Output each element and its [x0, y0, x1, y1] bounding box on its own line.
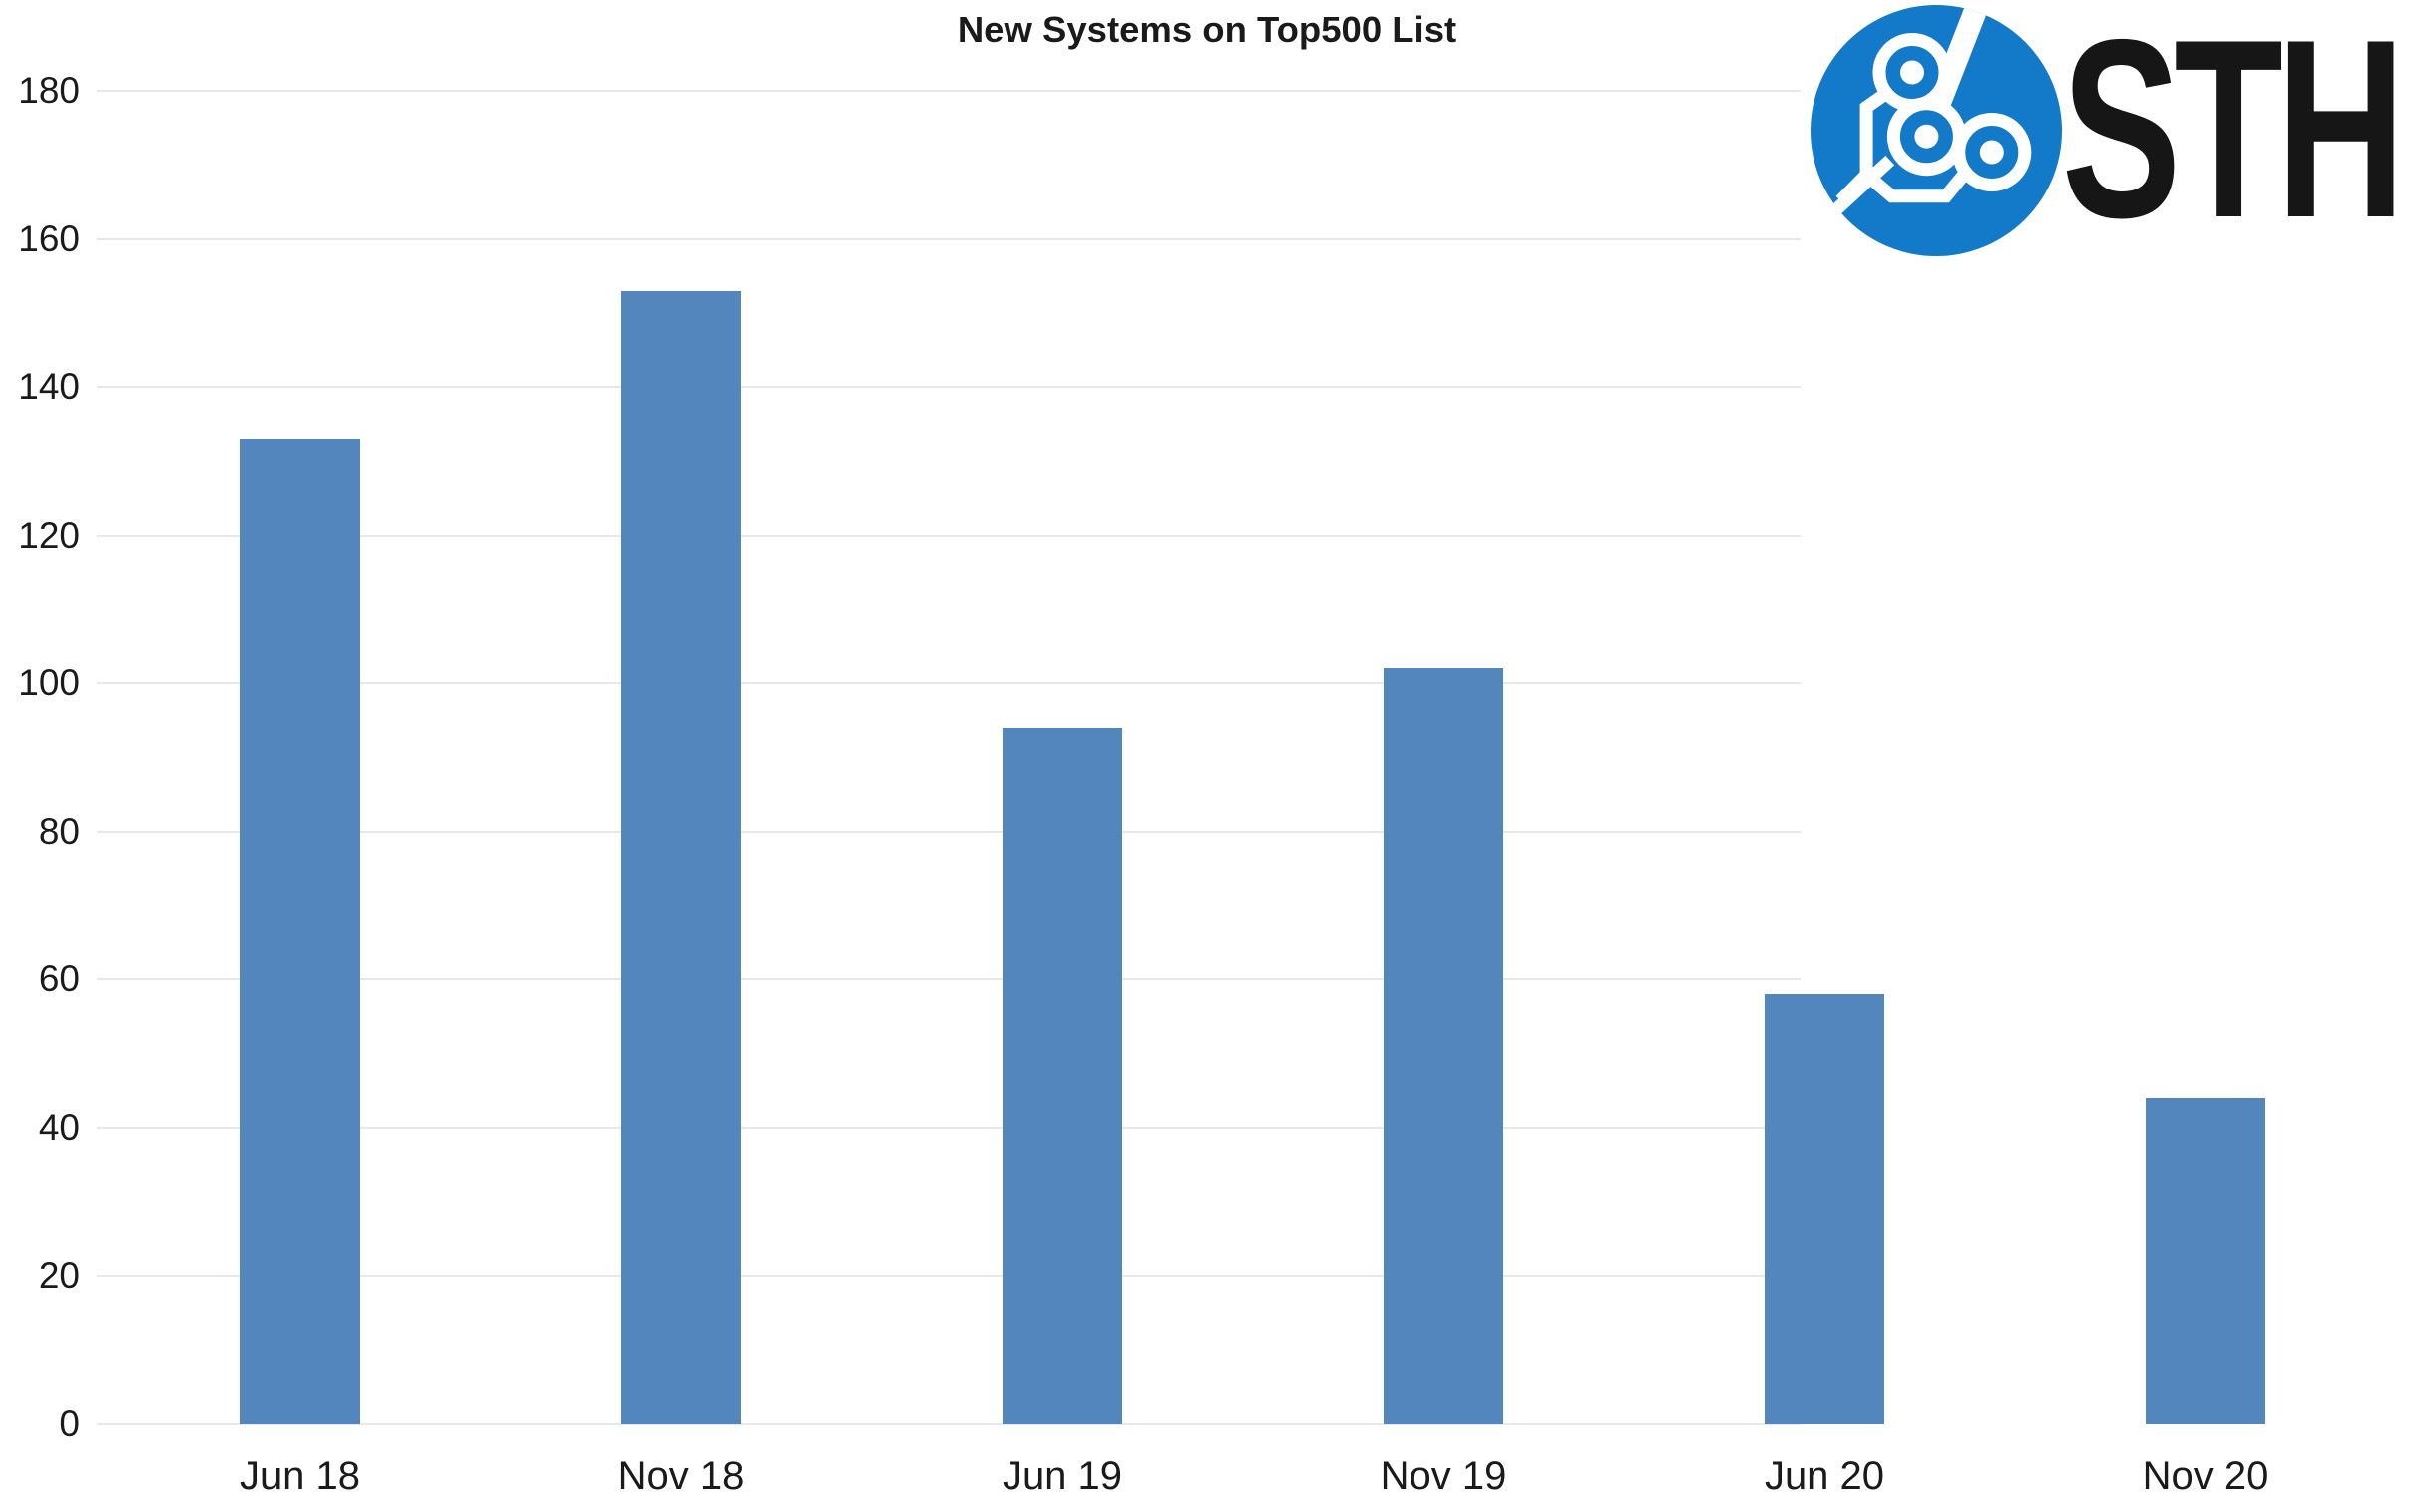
- svg-text:Nov 19: Nov 19: [1381, 1454, 1507, 1498]
- svg-text:60: 60: [39, 958, 80, 999]
- svg-text:Nov 20: Nov 20: [2143, 1454, 2269, 1498]
- svg-text:180: 180: [18, 70, 80, 111]
- svg-text:Jun 18: Jun 18: [240, 1454, 360, 1498]
- svg-text:40: 40: [39, 1107, 80, 1148]
- svg-text:New Systems on Top500 List: New Systems on Top500 List: [958, 9, 1456, 50]
- svg-text:80: 80: [39, 811, 80, 852]
- svg-text:140: 140: [18, 366, 80, 407]
- svg-text:0: 0: [59, 1403, 80, 1444]
- svg-text:STH: STH: [2062, 5, 2399, 261]
- svg-text:120: 120: [18, 515, 80, 556]
- svg-text:100: 100: [18, 662, 80, 703]
- svg-text:20: 20: [39, 1255, 80, 1296]
- svg-text:Jun 19: Jun 19: [1003, 1454, 1122, 1498]
- svg-text:160: 160: [18, 218, 80, 259]
- svg-text:Nov 18: Nov 18: [618, 1454, 745, 1498]
- svg-text:Jun 20: Jun 20: [1765, 1454, 1884, 1498]
